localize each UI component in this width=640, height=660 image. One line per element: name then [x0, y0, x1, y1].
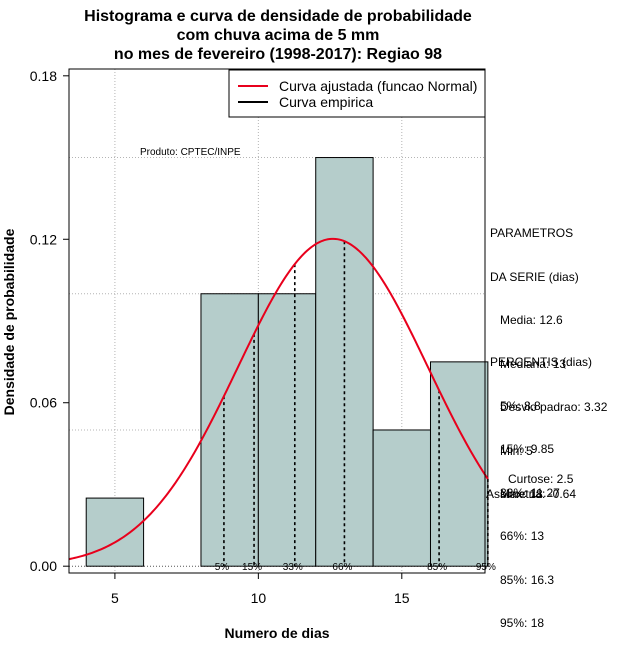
- percentile-marker-label: 15%: [242, 562, 262, 573]
- percentis-line: 95%: 18: [490, 616, 545, 630]
- histogram-bar: [372, 429, 431, 567]
- plot-frame: [68, 68, 486, 574]
- y-axis-title: Densidade de probabilidade: [1, 228, 17, 415]
- parametros-line: DA SERIE (dias): [490, 269, 579, 284]
- y-tick-label: 0.06: [30, 395, 57, 411]
- legend-box: [228, 69, 486, 118]
- percentis-line: 5%: 8.8: [490, 398, 541, 413]
- percentile-marker-label: 66%: [332, 562, 352, 573]
- parametros-line: Media: 12.6: [490, 313, 563, 327]
- assimetria-text: Assimetria: -0.64: [486, 487, 577, 501]
- parametros-line: Max: 18: [490, 487, 543, 501]
- percentis-line: 33%: 11.27: [490, 485, 560, 500]
- histogram-bar: [200, 293, 259, 567]
- x-tick-label: 15: [394, 590, 410, 606]
- chart-title-line-3: no mes de fevereiro (1998-2017): Regiao …: [113, 46, 443, 63]
- x-tick-label: 10: [251, 590, 267, 606]
- parametros-line: PARAMETROS: [490, 226, 574, 240]
- parametros-line: Min: 5: [490, 443, 533, 458]
- y-tick-label: 0.00: [30, 558, 57, 574]
- parametros-line: Mediana: 13: [490, 356, 567, 371]
- legend-label: Curva empirica: [279, 94, 373, 110]
- chart-title-line-1: Histograma e curva de densidade de proba…: [84, 8, 472, 25]
- percentile-marker-label: 85%: [427, 562, 447, 573]
- series-parameters-panel: PARAMETROS DA SERIE (dias) Media: 12.6 M…: [490, 197, 607, 516]
- source-note: Produto: CPTEC/INPE: [140, 147, 241, 158]
- y-tick-label: 0.12: [30, 231, 57, 247]
- percentis-line: 66%: 13: [490, 529, 545, 543]
- chart-title-line-2: com chuva acima de 5 mm: [176, 27, 380, 44]
- y-tick-label: 0.18: [30, 68, 57, 84]
- x-axis-title: Numero de dias: [224, 625, 329, 641]
- percentiles-panel: PERCENTIS (dias) 5%: 8.8 15%: 9.85 33%: …: [490, 326, 592, 645]
- percentis-line: 85%: 16.3: [490, 572, 555, 587]
- percentile-marker-label: 33%: [283, 562, 303, 573]
- percentile-marker-label: 5%: [215, 562, 230, 573]
- percentile-marker-label: 95%: [476, 562, 496, 573]
- histogram-bar: [257, 293, 317, 567]
- legend-label: Curva ajustada (funcao Normal): [279, 78, 477, 94]
- fitted-normal-curve: [68, 237, 489, 561]
- histogram-bar: [85, 497, 145, 567]
- curtose-text: Curtose: 2.5: [508, 472, 574, 486]
- percentis-line: PERCENTIS (dias): [490, 355, 593, 369]
- parametros-line: Desvio padrao: 3.32: [490, 400, 608, 414]
- x-tick-label: 5: [111, 590, 119, 606]
- percentis-line: 15%: 9.85: [490, 442, 555, 456]
